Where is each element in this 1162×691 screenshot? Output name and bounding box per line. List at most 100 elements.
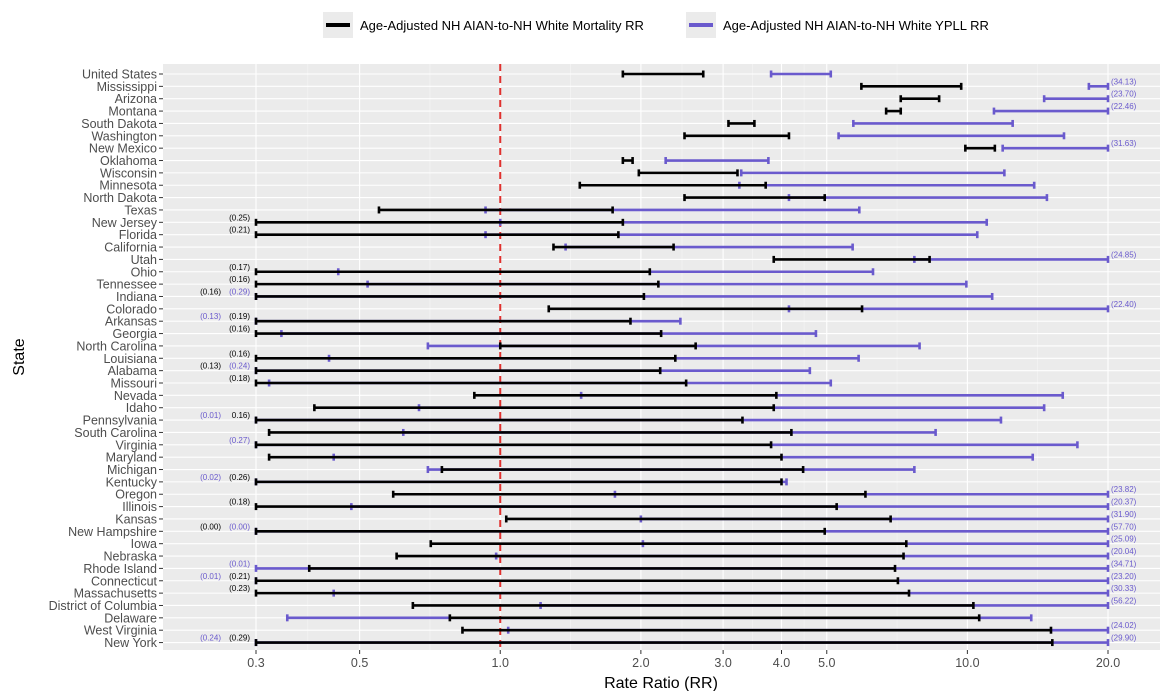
right-truncation-label: (34.13) [1111,77,1137,86]
y-tick-label: Louisiana [103,352,157,366]
annotations: (34.13) (23.70) (22.46) (31.63) (24.85) (22.4… [200,77,1137,642]
left-truncation-label: (0.19) [229,312,250,321]
x-tick-label: 2.0 [632,656,649,670]
y-tick-label: North Dakota [83,191,157,205]
left-truncation-label: (0.23) [229,584,250,593]
y-tick-label: Florida [119,228,157,242]
y-tick-label: West Virginia [84,624,157,638]
x-axis-title: Rate Ratio (RR) [604,675,718,691]
y-tick-label: Arizona [115,92,157,106]
y-tick-label: Idaho [126,401,157,415]
y-tick-label: Utah [131,253,157,267]
left-truncation-label: (0.16) [229,325,250,334]
legend-label-ypll: Age-Adjusted NH AIAN-to-NH White YPLL RR [723,18,989,33]
y-tick-label: Kentucky [106,475,158,489]
left-truncation-label: 0.16) [232,411,251,420]
y-tick-label: Michigan [107,463,157,477]
y-tick-label: Minnesota [99,179,157,193]
x-tick-label: 10.0 [955,656,979,670]
left-truncation-label: (0.27) [229,436,250,445]
y-tick-label: Indiana [116,290,157,304]
right-truncation-label: (30.33) [1111,584,1137,593]
y-tick-label: Rhode Island [83,562,157,576]
y-tick-label: Mississippi [97,80,157,94]
x-tick-label: 4.0 [773,656,790,670]
right-truncation-label: (34.71) [1111,559,1137,568]
y-tick-label: Texas [124,203,157,217]
y-tick-label: Ohio [131,265,157,279]
right-truncation-label: (56.22) [1111,596,1137,605]
y-tick-label: Missouri [110,377,157,391]
legend: Age-Adjusted NH AIAN-to-NH White Mortali… [323,12,989,38]
y-tick-label: Delaware [104,611,157,625]
x-tick-label: 3.0 [714,656,731,670]
right-truncation-label: (31.63) [1111,139,1137,148]
y-tick-label: New Jersey [92,216,158,230]
left-truncation-label: (0.13) [200,362,221,371]
x-tick-label: 0.3 [247,656,264,670]
left-truncation-label: (0.29) [229,634,250,643]
left-truncation-label: (0.13) [200,312,221,321]
x-tick-label: 0.5 [351,656,368,670]
left-truncation-label: (0.00) [200,522,221,531]
y-tick-label: Alabama [108,364,157,378]
y-tick-label: Arkansas [105,315,157,329]
y-tick-label: Pennsylvania [83,414,157,428]
y-tick-label: Illinois [122,500,157,514]
left-truncation-label: (0.24) [200,634,221,643]
left-truncation-label: (0.01) [200,572,221,581]
legend-label-mortality: Age-Adjusted NH AIAN-to-NH White Mortali… [360,18,644,33]
left-truncation-label: (0.02) [200,473,221,482]
left-truncation-label: (0.18) [229,374,250,383]
left-truncation-label: (0.00) [229,522,250,531]
left-truncation-label: (0.16) [200,287,221,296]
left-truncation-label: (0.01) [229,559,250,568]
y-tick-label: Massachusetts [74,587,157,601]
left-truncation-label: (0.16) [229,275,250,284]
y-tick-label: California [104,241,157,255]
x-axis-ticks: 0.3 0.5 1.0 2.0 3.0 4.0 5.0 10.0 20.0 [247,650,1120,670]
x-tick-label: 1.0 [492,656,509,670]
right-truncation-label: (25.09) [1111,535,1137,544]
left-truncation-label: (0.16) [229,349,250,358]
y-tick-label: South Carolina [74,426,157,440]
left-truncation-label: (0.24) [229,362,250,371]
y-axis-title: State [11,338,28,375]
right-truncation-label: (20.04) [1111,547,1137,556]
left-truncation-label: (0.25) [229,213,250,222]
y-tick-label: Maryland [106,451,157,465]
y-axis-ticks: United StatesMississippiArizonaMontanaSo… [49,68,163,650]
y-tick-label: Wisconsin [100,166,157,180]
x-tick-label: 20.0 [1096,656,1120,670]
right-truncation-label: (22.40) [1111,300,1137,309]
y-tick-label: Virginia [116,438,158,452]
y-tick-label: Nebraska [104,550,158,564]
y-tick-label: New Hampshire [68,525,157,539]
left-truncation-label: (0.29) [229,287,250,296]
y-tick-label: Kansas [115,512,157,526]
y-tick-label: Georgia [113,327,158,341]
left-truncation-label: (0.18) [229,498,250,507]
right-truncation-label: (24.85) [1111,250,1137,259]
y-tick-label: South Dakota [81,117,157,131]
left-truncation-label: (0.26) [229,473,250,482]
right-truncation-label: (24.02) [1111,621,1137,630]
left-truncation-label: (0.17) [229,263,250,272]
right-truncation-label: (20.37) [1111,498,1137,507]
y-tick-label: New Mexico [89,142,157,156]
right-truncation-label: (57.70) [1111,522,1137,531]
y-tick-label: Montana [108,105,157,119]
right-truncation-label: (23.20) [1111,572,1137,581]
left-truncation-label: (0.21) [229,572,250,581]
x-tick-label: 5.0 [818,656,835,670]
right-truncation-label: (23.82) [1111,485,1137,494]
y-tick-label: Oklahoma [100,154,157,168]
y-tick-label: District of Columbia [49,599,157,613]
right-truncation-label: (31.90) [1111,510,1137,519]
left-truncation-label: (0.21) [229,226,250,235]
left-truncation-label: (0.01) [200,411,221,420]
y-tick-label: Connecticut [91,574,158,588]
y-tick-label: Nevada [114,389,157,403]
y-tick-label: North Carolina [76,339,157,353]
